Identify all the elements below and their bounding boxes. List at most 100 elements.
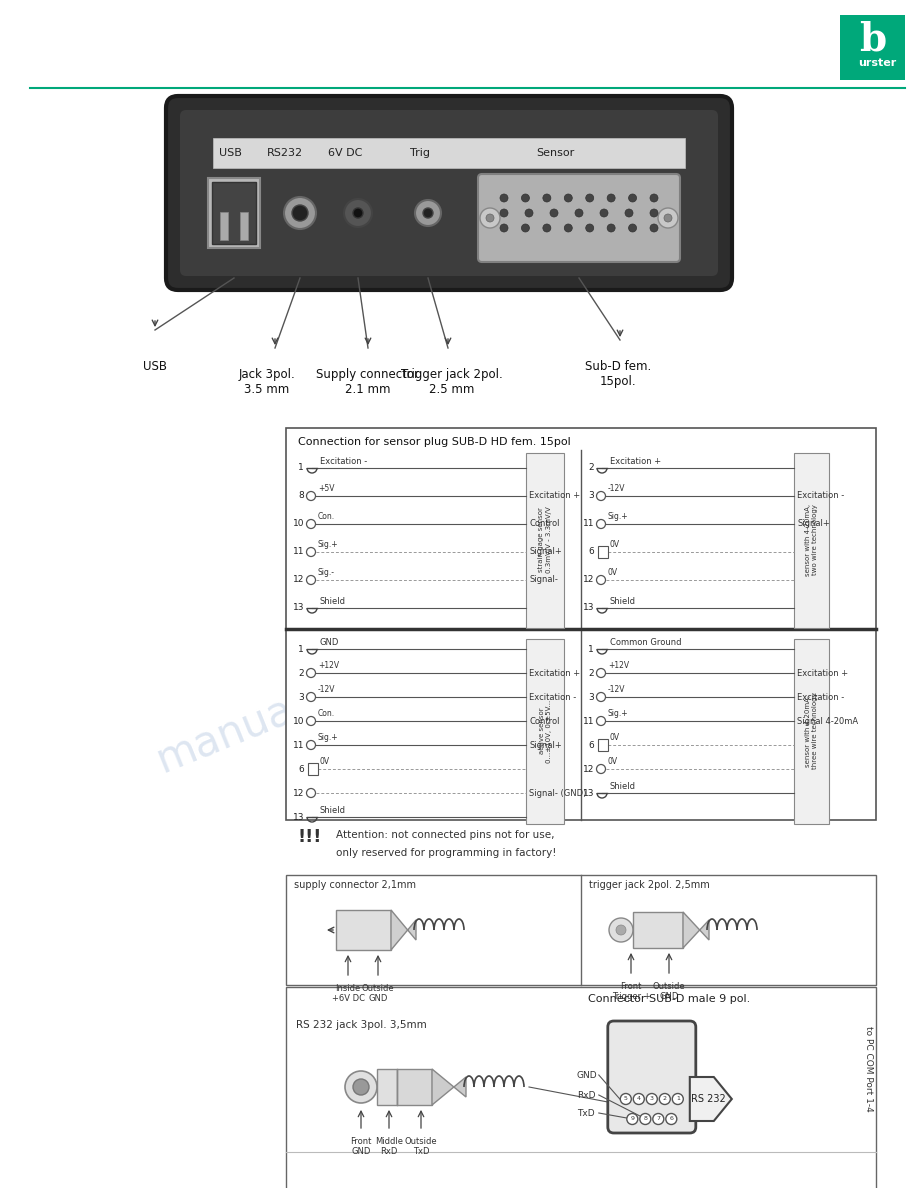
Circle shape xyxy=(653,1113,664,1125)
Text: 1: 1 xyxy=(676,1097,679,1101)
Bar xyxy=(212,182,256,244)
Text: Trig: Trig xyxy=(410,148,430,158)
Text: 2: 2 xyxy=(588,463,594,473)
Circle shape xyxy=(423,208,433,219)
Text: 2: 2 xyxy=(663,1097,666,1101)
Polygon shape xyxy=(689,1078,732,1121)
Text: Sub-D fem.
15pol.: Sub-D fem. 15pol. xyxy=(585,360,651,388)
Text: Signal-: Signal- xyxy=(529,575,558,584)
Text: TxD: TxD xyxy=(577,1108,595,1118)
Text: 13: 13 xyxy=(293,813,304,821)
Text: +5V: +5V xyxy=(318,484,334,493)
Text: Sig.+: Sig.+ xyxy=(318,541,339,549)
Circle shape xyxy=(650,209,658,217)
Text: Middle
RxD: Middle RxD xyxy=(375,1137,403,1156)
Circle shape xyxy=(640,1113,651,1125)
Text: 11: 11 xyxy=(293,740,304,750)
Circle shape xyxy=(586,194,594,202)
Text: 12: 12 xyxy=(583,765,594,773)
Text: 6: 6 xyxy=(588,740,594,750)
Circle shape xyxy=(650,194,658,202)
Circle shape xyxy=(307,669,316,677)
Circle shape xyxy=(353,1079,369,1095)
Bar xyxy=(633,912,683,948)
Text: strain gage sensor
0.3mV/V - 3.3mV/V: strain gage sensor 0.3mV/V - 3.3mV/V xyxy=(539,506,552,574)
Text: 3: 3 xyxy=(588,492,594,500)
Text: trigger jack 2pol. 2,5mm: trigger jack 2pol. 2,5mm xyxy=(589,880,710,890)
Text: Sig.+: Sig.+ xyxy=(608,709,629,718)
Text: GND: GND xyxy=(577,1070,598,1080)
Text: 2: 2 xyxy=(298,669,304,677)
Text: Common Ground: Common Ground xyxy=(610,638,681,647)
Circle shape xyxy=(345,1072,377,1102)
Circle shape xyxy=(307,519,316,529)
Circle shape xyxy=(284,197,316,229)
Circle shape xyxy=(500,225,508,232)
Text: Signal+: Signal+ xyxy=(529,740,562,750)
Circle shape xyxy=(621,1093,632,1105)
Circle shape xyxy=(307,693,316,701)
Text: 3: 3 xyxy=(298,693,304,701)
Circle shape xyxy=(672,1093,683,1105)
Polygon shape xyxy=(432,1069,466,1105)
Text: 1: 1 xyxy=(298,463,304,473)
Circle shape xyxy=(565,194,572,202)
Text: Shield: Shield xyxy=(320,598,346,606)
Bar xyxy=(526,453,564,628)
Text: Con.: Con. xyxy=(318,512,335,522)
Text: Outside
GND: Outside GND xyxy=(362,984,395,1004)
Text: Jack 3pol.
3.5 mm: Jack 3pol. 3.5 mm xyxy=(239,368,296,396)
Text: sensor with 4-20mA,
two wire technology: sensor with 4-20mA, two wire technology xyxy=(805,504,818,576)
Bar xyxy=(794,453,829,628)
Text: USB: USB xyxy=(218,148,241,158)
Circle shape xyxy=(565,225,572,232)
Circle shape xyxy=(550,209,558,217)
Circle shape xyxy=(597,492,606,500)
Text: 12: 12 xyxy=(293,575,304,584)
Text: RS 232 jack 3pol. 3,5mm: RS 232 jack 3pol. 3,5mm xyxy=(296,1020,427,1030)
Text: 2: 2 xyxy=(588,669,594,677)
Text: 8: 8 xyxy=(644,1117,647,1121)
Text: to PC COM Port 1-4: to PC COM Port 1-4 xyxy=(865,1026,874,1112)
Text: 10: 10 xyxy=(293,519,304,529)
FancyBboxPatch shape xyxy=(180,110,718,276)
Text: Outside
TxD: Outside TxD xyxy=(405,1137,437,1156)
Circle shape xyxy=(575,209,583,217)
Text: Signal+: Signal+ xyxy=(797,519,830,529)
Text: Excitation +: Excitation + xyxy=(529,669,580,677)
Text: Excitation -: Excitation - xyxy=(529,693,577,701)
Text: 13: 13 xyxy=(583,604,594,613)
Circle shape xyxy=(480,208,500,228)
Text: 6: 6 xyxy=(588,548,594,556)
Circle shape xyxy=(307,740,316,750)
Text: 9: 9 xyxy=(631,1117,634,1121)
Bar xyxy=(598,546,608,558)
Circle shape xyxy=(607,225,615,232)
Text: 6: 6 xyxy=(669,1117,673,1121)
Text: 0V: 0V xyxy=(610,541,621,549)
Bar xyxy=(213,138,685,168)
Bar xyxy=(397,1069,432,1105)
Bar xyxy=(208,178,260,248)
Text: Trigger jack 2pol.
2.5 mm: Trigger jack 2pol. 2.5 mm xyxy=(401,368,503,396)
Bar xyxy=(308,763,318,775)
Text: 3: 3 xyxy=(588,693,594,701)
Bar xyxy=(286,876,876,985)
FancyBboxPatch shape xyxy=(478,173,680,263)
Text: Sig.+: Sig.+ xyxy=(318,733,339,742)
Circle shape xyxy=(307,492,316,500)
Bar xyxy=(220,211,228,240)
Text: Signal 4-20mA: Signal 4-20mA xyxy=(797,716,858,726)
Text: 1: 1 xyxy=(298,645,304,653)
Circle shape xyxy=(415,200,441,226)
Text: 11: 11 xyxy=(583,716,594,726)
Text: 11: 11 xyxy=(293,548,304,556)
Text: RS 232: RS 232 xyxy=(691,1094,726,1104)
Text: Connector SUB-D male 9 pol.: Connector SUB-D male 9 pol. xyxy=(588,994,751,1004)
Text: Excitation -: Excitation - xyxy=(797,693,845,701)
Text: 6V DC: 6V DC xyxy=(328,148,363,158)
Circle shape xyxy=(600,209,608,217)
Circle shape xyxy=(629,194,636,202)
Circle shape xyxy=(659,1093,670,1105)
Text: 1: 1 xyxy=(588,645,594,653)
